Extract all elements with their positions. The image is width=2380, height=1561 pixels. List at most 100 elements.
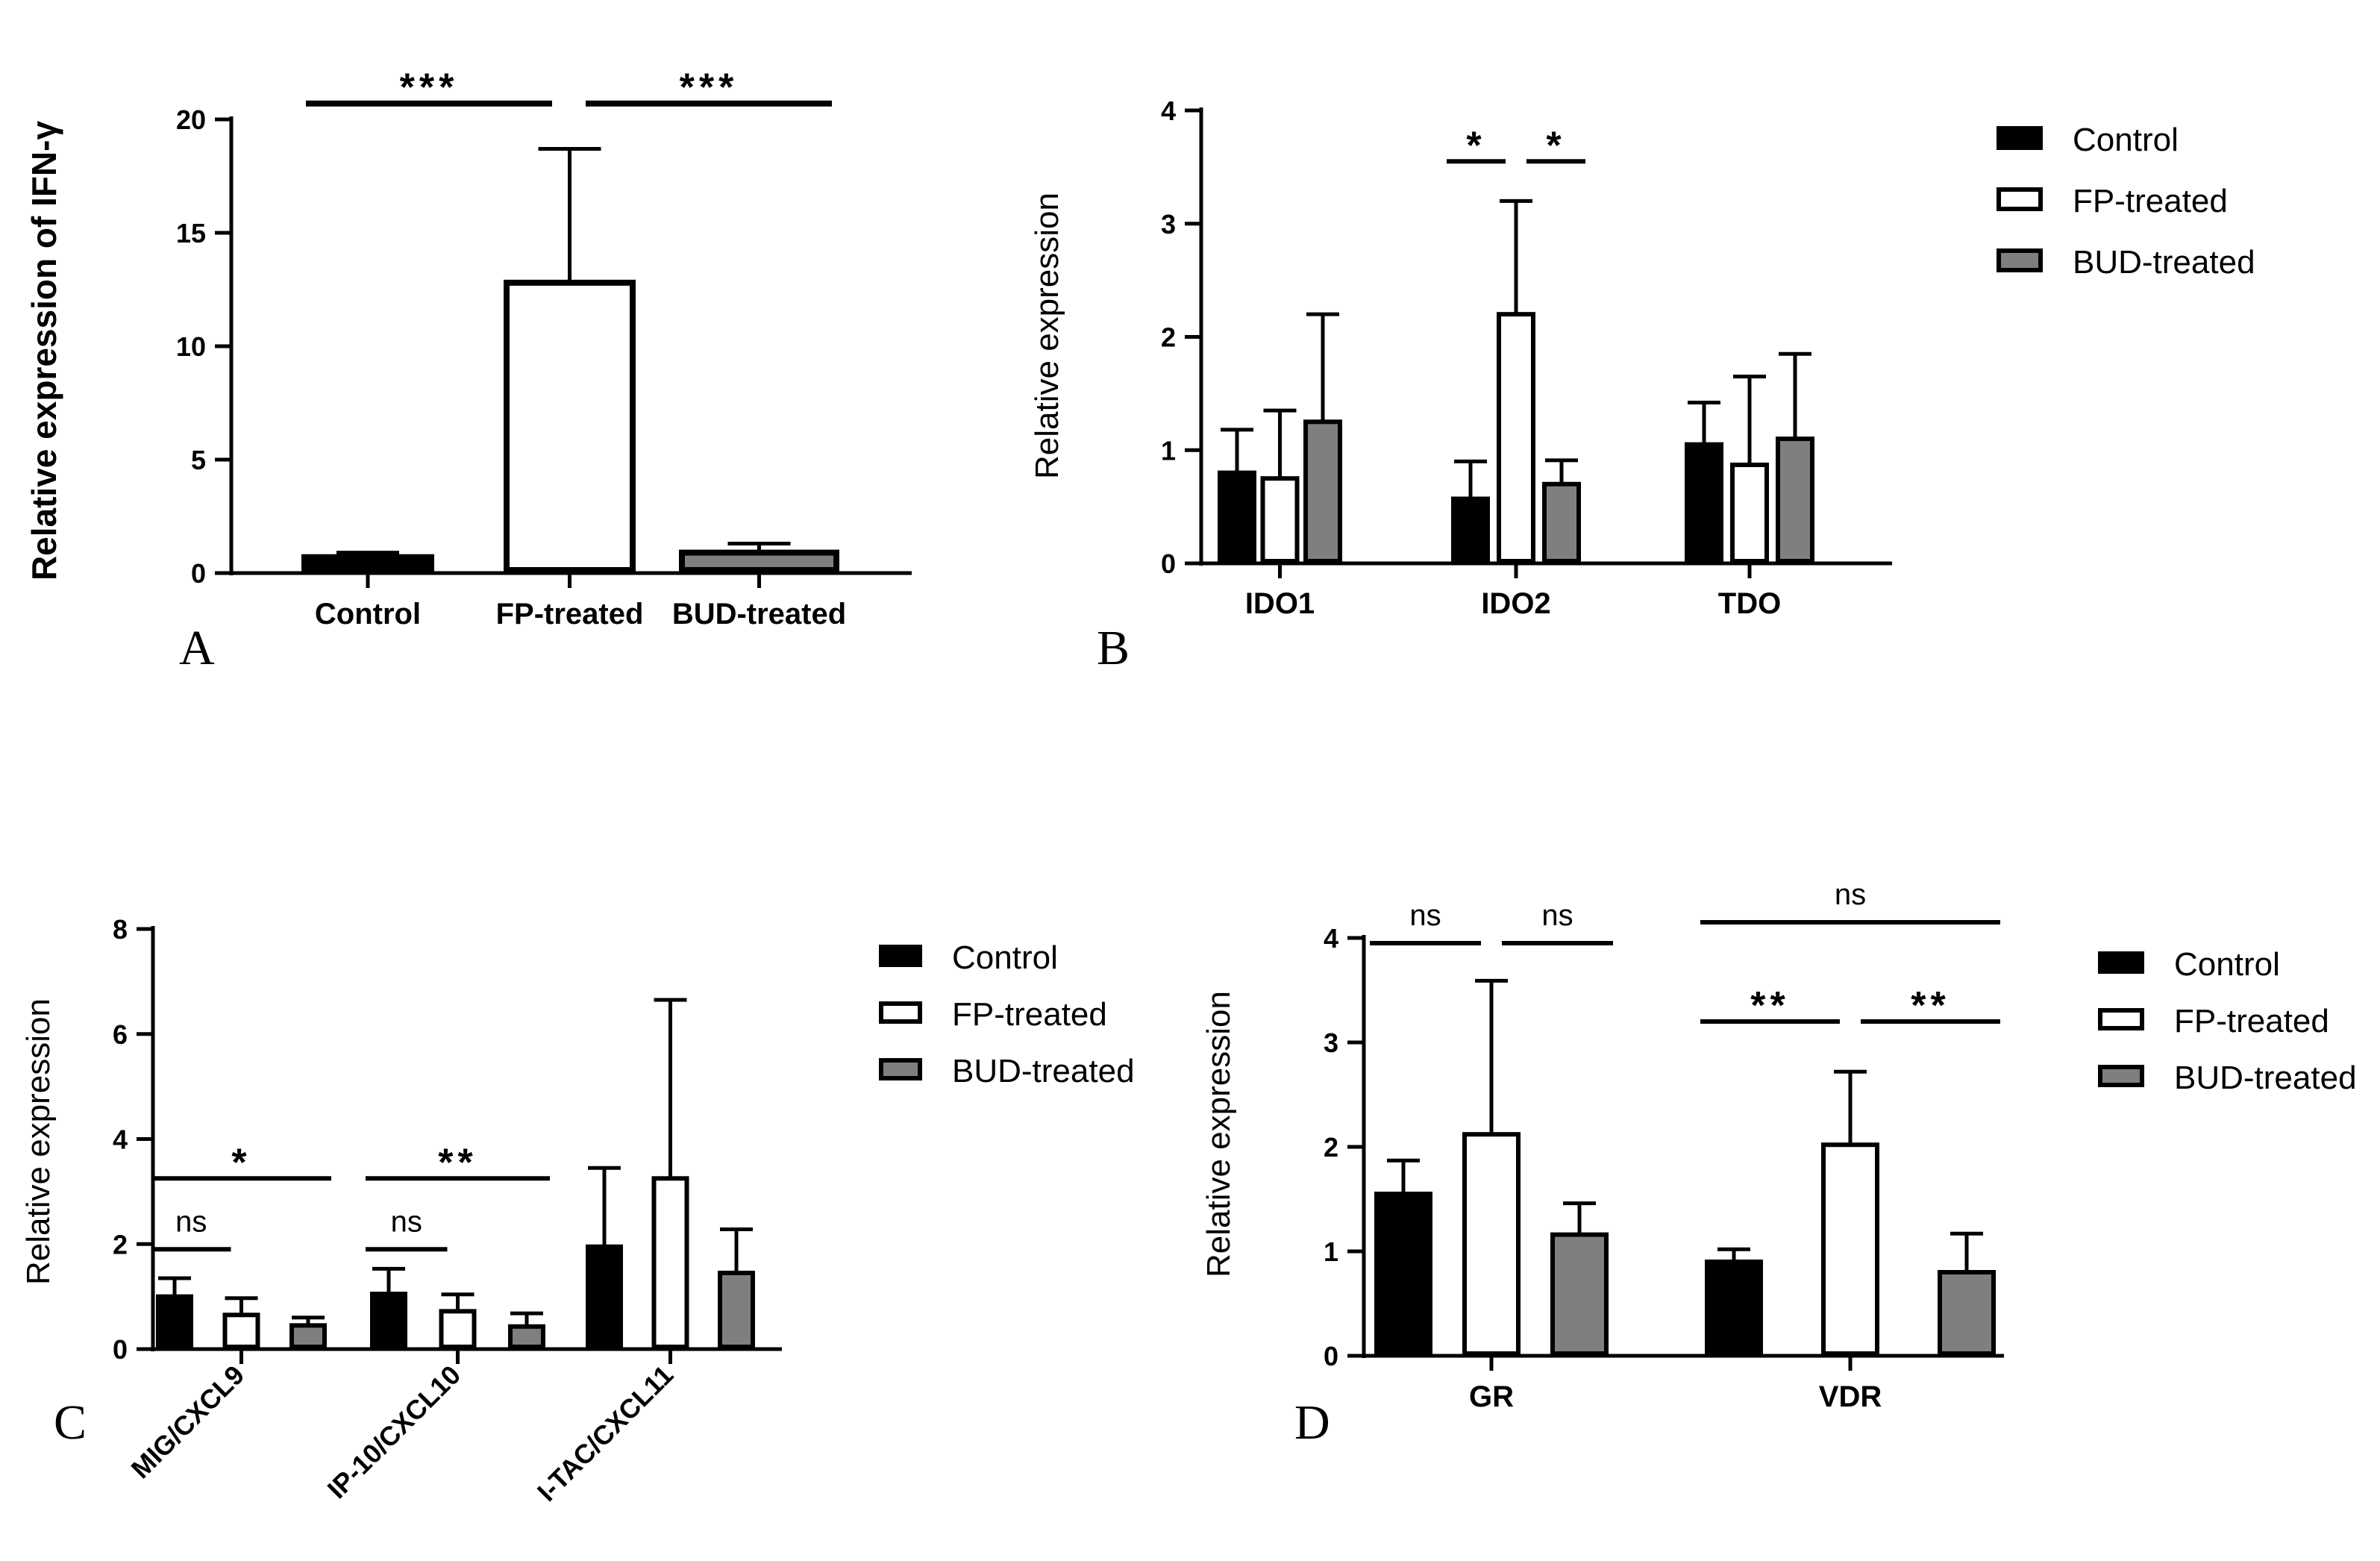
x-category-label: I-TAC/CXCL11 <box>531 1360 679 1507</box>
legend-label: Control <box>2174 946 2280 983</box>
panel-label-a: A <box>179 621 215 675</box>
panel-label-b: B <box>1097 621 1130 675</box>
significance-label: ns <box>1835 878 1866 911</box>
significance-label: ** <box>1911 984 1950 1027</box>
panel-d-chart: D Relative expression 0 1 2 3 4 GR VDR ns ns ns **… <box>1200 878 2357 1450</box>
legend-swatch-fp-treated <box>2098 1008 2144 1030</box>
significance-label: * <box>1466 124 1485 167</box>
y-tick-label: 0 <box>191 558 206 589</box>
bar-b-2-0 <box>1303 419 1342 563</box>
legend-label: FP-treated <box>2174 1003 2329 1039</box>
y-tick-label: 4 <box>1324 923 1338 954</box>
y-tick-label: 3 <box>1161 209 1176 240</box>
significance-label: ns <box>1409 899 1441 932</box>
bar-d-0-1 <box>1705 1260 1763 1356</box>
y-tick-label: 0 <box>1324 1341 1338 1371</box>
legend-label: Control <box>952 939 1058 976</box>
x-category-label: Control <box>315 598 421 631</box>
significance-label: *** <box>680 66 739 110</box>
bar-c-0-2 <box>586 1244 623 1350</box>
x-category-label: IDO1 <box>1245 587 1315 620</box>
y-tick-label: 6 <box>113 1019 128 1050</box>
bar-d-2-0 <box>1550 1232 1609 1356</box>
legend-swatch-bud-treated <box>1997 248 2043 272</box>
legend-label: FP-treated <box>952 996 1107 1033</box>
legend-swatch-bud-treated <box>879 1058 922 1080</box>
y-tick-label: 20 <box>176 104 206 135</box>
y-tick-label: 4 <box>1161 96 1176 126</box>
panel-label-c: C <box>54 1395 87 1450</box>
legend-swatch-fp-treated <box>879 1001 922 1024</box>
legend-label: FP-treated <box>2073 183 2228 219</box>
bar-b-2-2 <box>1776 437 1814 564</box>
bar-b-1-1 <box>1497 312 1535 563</box>
bar-c-0-1 <box>370 1292 407 1349</box>
legend-label: BUD-treated <box>952 1053 1135 1089</box>
legend-swatch-control <box>2098 951 2144 974</box>
bar-c-1-0 <box>222 1313 260 1349</box>
significance-label: ns <box>1541 899 1573 932</box>
x-category-label: TDO <box>1718 587 1781 620</box>
y-tick-label: 10 <box>176 331 206 362</box>
legend-swatch-control <box>1997 126 2043 150</box>
panel-b-chart: B Relative expression 0 1 2 3 4 IDO1 IDO2 TDO * *… <box>1029 96 2255 675</box>
bar-d-0-0 <box>1374 1192 1432 1356</box>
x-category-label: BUD-treated <box>672 598 846 631</box>
bar-b-1-2 <box>1730 462 1769 563</box>
panel-label-d: D <box>1294 1395 1330 1450</box>
x-category-label: FP-treated <box>496 598 644 631</box>
x-category-label: IDO2 <box>1481 587 1550 620</box>
legend-label: BUD-treated <box>2174 1060 2357 1096</box>
bar-c-2-0 <box>289 1323 327 1350</box>
y-tick-label: 2 <box>1324 1132 1338 1163</box>
bar-c-2-1 <box>508 1324 545 1350</box>
y-tick-label: 15 <box>176 218 206 248</box>
y-tick-label: 8 <box>113 914 128 945</box>
legend-swatch-control <box>879 945 922 967</box>
bar-c-0-0 <box>156 1294 193 1349</box>
y-tick-label: 2 <box>1161 322 1176 353</box>
y-tick-label: 0 <box>1161 548 1176 579</box>
y-tick-label: 2 <box>113 1229 128 1260</box>
panel-c-chart: C Relative expression 0 2 4 6 8 MIG/CXCL9 IP-1… <box>20 914 1135 1507</box>
significance-label: ** <box>1750 984 1789 1027</box>
legend-label: Control <box>2073 122 2179 158</box>
bar-d-1-0 <box>1462 1132 1521 1356</box>
y-tick-label: 0 <box>113 1334 128 1365</box>
panel-a-ylabel: Relative expression of IFN-γ <box>25 121 63 581</box>
bar-a-0-2 <box>679 549 839 574</box>
y-tick-label: 3 <box>1324 1027 1338 1058</box>
bar-b-2-1 <box>1542 481 1581 564</box>
bar-a-0-1 <box>504 279 636 573</box>
significance-label: * <box>231 1141 251 1184</box>
bar-d-1-1 <box>1821 1142 1879 1356</box>
x-category-label: GR <box>1469 1380 1514 1413</box>
significance-label: * <box>1546 124 1565 167</box>
x-category-label: VDR <box>1819 1380 1882 1413</box>
legend-swatch-bud-treated <box>2098 1065 2144 1087</box>
bar-c-1-2 <box>651 1176 689 1349</box>
x-category-label: MIG/CXCL9 <box>125 1360 251 1485</box>
x-category-label: IP-10/CXCL10 <box>322 1360 467 1505</box>
legend-swatch-fp-treated <box>1997 187 2043 211</box>
significance-label: ** <box>438 1141 477 1184</box>
bar-b-0-0 <box>1218 470 1256 563</box>
legend-label: BUD-treated <box>2073 244 2255 281</box>
bar-b-0-2 <box>1685 442 1723 563</box>
significance-label: ns <box>391 1205 422 1238</box>
significance-label: *** <box>400 66 459 110</box>
panel-c-ylabel: Relative expression <box>20 998 57 1285</box>
panel-a-chart: A Relative expression of IFN-γ 0 5 10 15 20 C… <box>25 66 912 675</box>
bar-c-2-2 <box>718 1270 755 1350</box>
bar-b-0-1 <box>1451 496 1490 563</box>
bar-d-2-1 <box>1938 1270 1996 1356</box>
y-tick-label: 1 <box>1324 1236 1338 1267</box>
bar-a-0-0 <box>301 554 434 573</box>
panel-d-ylabel: Relative expression <box>1200 991 1237 1277</box>
y-tick-label: 4 <box>113 1124 128 1155</box>
y-tick-label: 1 <box>1161 435 1176 466</box>
bar-b-1-0 <box>1260 476 1300 563</box>
y-tick-label: 5 <box>191 445 206 475</box>
bar-c-1-1 <box>439 1309 477 1349</box>
